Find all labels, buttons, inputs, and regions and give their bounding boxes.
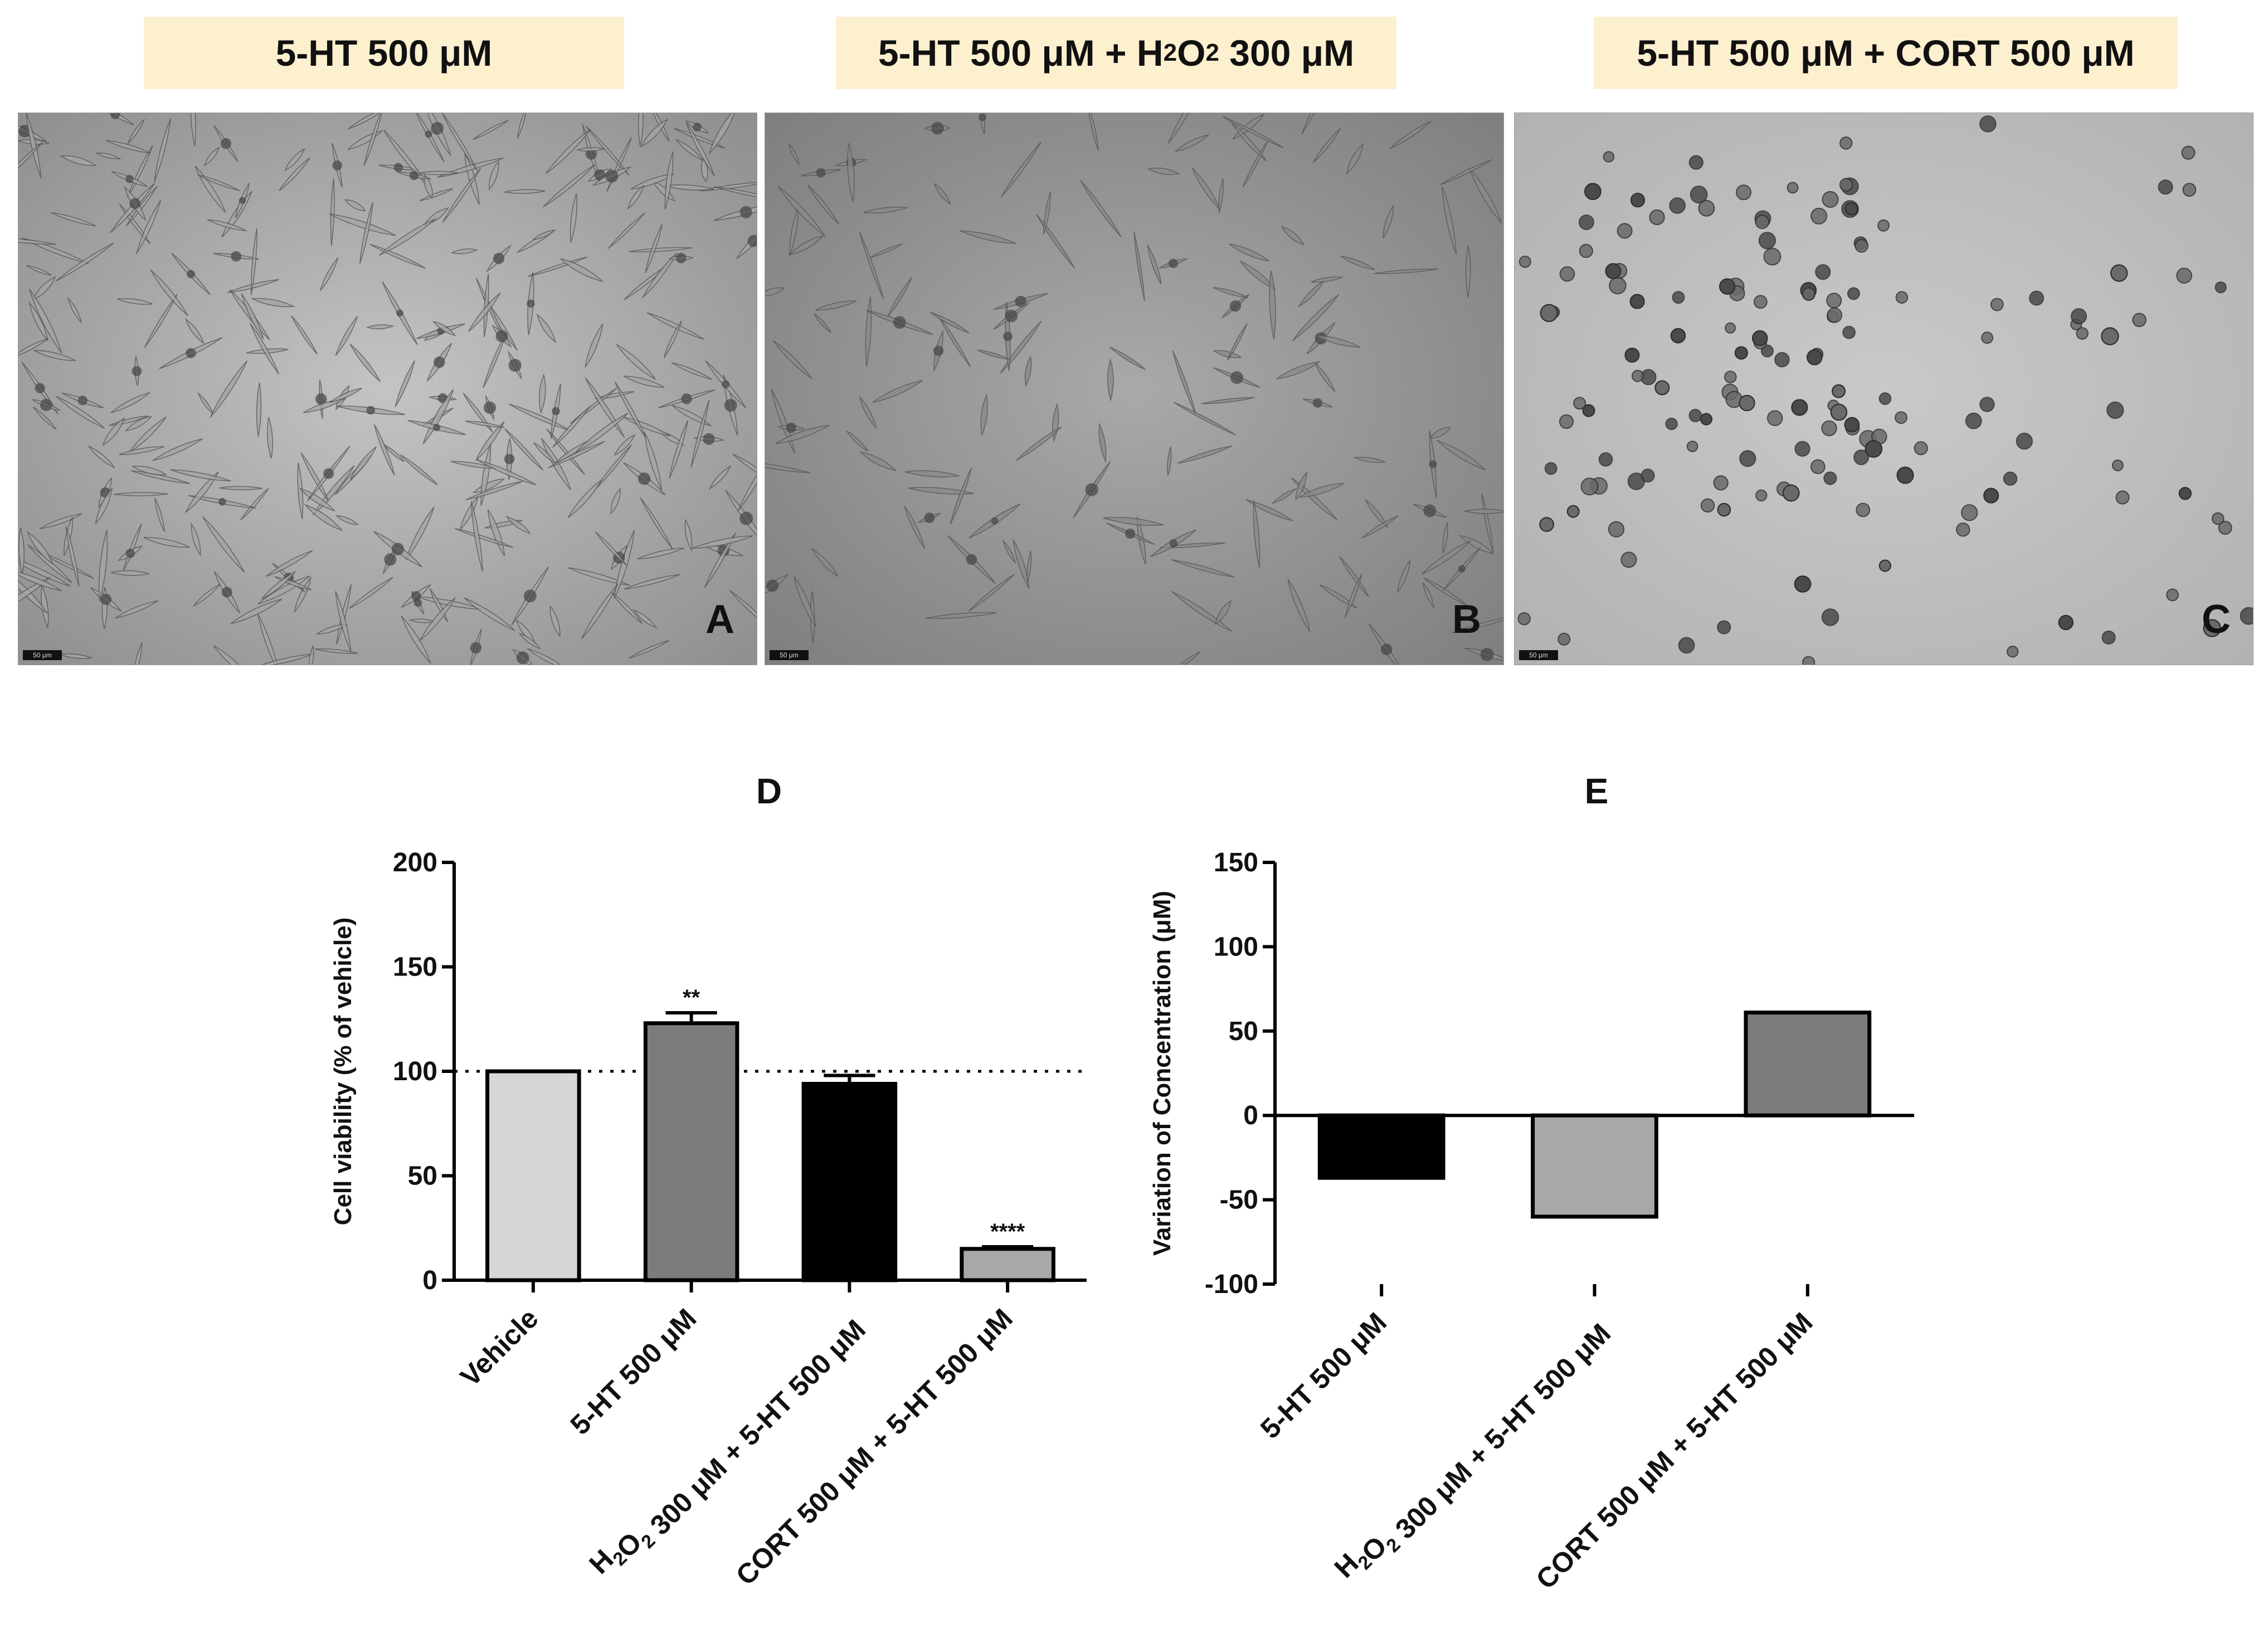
y-tick-label: 100 [1214,932,1258,962]
panel-c-title-text: 5-HT 500 μM + CORT 500 μM [1637,32,2135,74]
category-label: 5-HT 500 μM [1254,1306,1393,1445]
chart-title: D [756,771,782,811]
micrograph-b: 50 μm B [765,113,1504,665]
y-tick-label: 50 [1229,1017,1258,1046]
scale-bar-c: 50 μm [1519,650,1558,660]
panel-b-title-post: 300 μM [1219,32,1355,74]
micrograph-c: 50 μm C [1514,113,2254,665]
bar [1317,1113,1446,1180]
cell-texture [765,113,1503,665]
panel-letter-b: B [1452,597,1481,642]
significance-label: **** [990,1219,1025,1244]
category-label: H2O2 300 μM + 5-HT 500 μM [583,1302,872,1591]
panel-b-title-pre: 5-HT 500 μM + H [878,32,1164,74]
y-axis-label: Variation of Concentration (μM) [1148,891,1176,1256]
bar [485,1069,581,1282]
bar [1531,1113,1658,1219]
panel-a-title: 5-HT 500 μM [144,17,624,89]
y-tick-label: -100 [1205,1270,1258,1299]
cell-texture [18,113,757,665]
y-tick-label: 0 [1243,1101,1258,1130]
bar [801,1082,898,1282]
micrograph-b-image [765,113,1503,665]
chart-e: E Variation of Concentration (μM) -100 -50 0… [1148,771,1914,1595]
bar [643,1021,739,1282]
scale-bar-a: 50 μm [23,650,62,660]
chart-title: E [1585,771,1609,811]
chart-d: D Cell viability (% of vehicle) 0 50 100 150 2… [329,771,1087,1591]
panel-c-title: 5-HT 500 μM + CORT 500 μM [1594,17,2178,89]
panel-b-title-sub1: 2 [1163,39,1177,66]
y-tick-label: 100 [393,1057,437,1086]
panel-letter-c: C [2202,597,2231,642]
y-tick-label: 200 [393,848,437,877]
micrograph-background [765,113,1503,665]
significance-label: ** [683,986,700,1010]
category-label: Vehicle [454,1302,544,1392]
category-label: CORT 500 μM + 5-HT 500 μM [730,1302,1019,1591]
panel-a-title-text: 5-HT 500 μM [275,32,493,74]
panel-b-title-sub2: 2 [1205,39,1219,66]
category-label: 5-HT 500 μM [564,1302,703,1441]
y-tick-label: -50 [1220,1186,1258,1215]
micrograph-c-image [1515,113,2253,665]
panel-b-title-mid: O [1177,32,1206,74]
bar [960,1247,1055,1282]
y-tick-label: 150 [1214,848,1258,877]
panel-letter-a: A [705,597,734,642]
y-tick-label: 150 [393,953,437,982]
bar [1744,1010,1872,1118]
y-tick-label: 0 [422,1266,437,1295]
y-axis-label: Cell viability (% of vehicle) [329,918,357,1226]
cell-texture [1517,115,2253,665]
y-tick-label: 50 [408,1162,437,1191]
micrograph-a-image [18,113,757,665]
scale-bar-b: 50 μm [770,650,809,660]
micrograph-a: 50 μm A [18,113,757,665]
